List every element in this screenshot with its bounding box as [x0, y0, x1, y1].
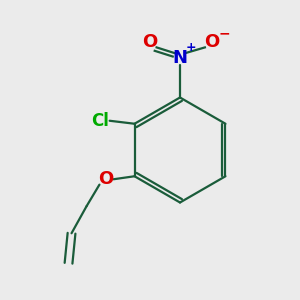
Text: N: N: [172, 50, 188, 68]
Text: −: −: [218, 26, 230, 40]
Text: +: +: [185, 40, 196, 54]
Text: O: O: [204, 33, 219, 51]
Text: Cl: Cl: [91, 112, 109, 130]
Text: O: O: [142, 33, 158, 51]
Text: O: O: [98, 170, 114, 188]
